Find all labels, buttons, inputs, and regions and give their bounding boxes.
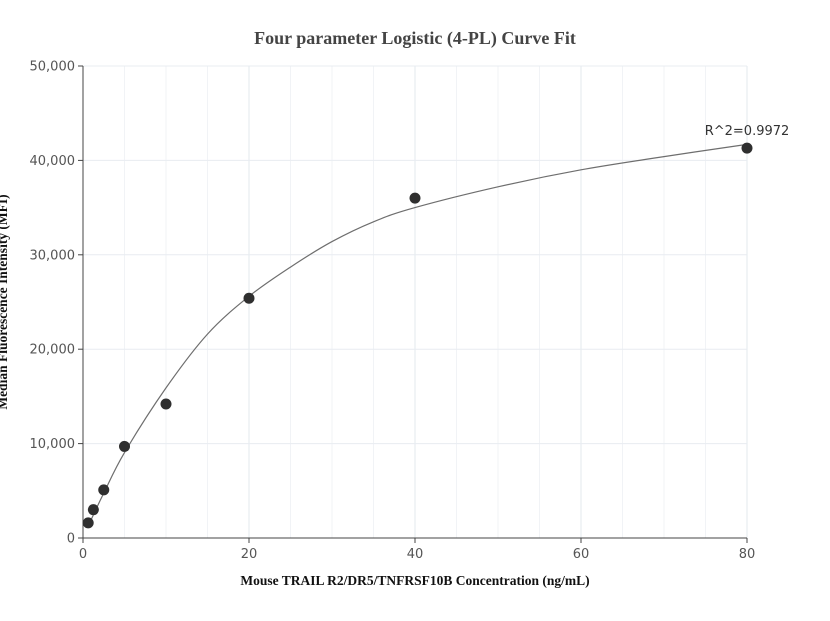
data-point [87,504,99,516]
data-point [409,192,421,204]
data-point [741,142,753,154]
fit-curve-group [87,143,748,527]
y-tick-label: 50,000 [30,60,76,75]
x-tick-label: 40 [407,547,424,562]
y-tick-label: 20,000 [30,343,76,358]
r-squared-annotation: R^2=0.9972 [705,124,790,139]
grid [82,65,748,539]
x-tick-label: 20 [241,547,258,562]
data-points [82,142,753,529]
x-tick-label: 80 [739,547,756,562]
axes: 0 10,000 20,000 30,000 40,000 50,000 0 20 40 60 80 [30,60,756,563]
y-tick-label: 10,000 [30,437,76,452]
y-tick-label: 0 [67,532,75,547]
data-point [119,440,130,452]
fit-curve-line [87,143,748,527]
y-tick-label: 30,000 [30,248,76,263]
x-tick-label: 60 [573,547,590,562]
x-axis-label: Mouse TRAIL R2/DR5/TNFRSF10B Concentrati… [240,573,589,588]
data-point [82,517,94,529]
chart-title: Four parameter Logistic (4-PL) Curve Fit [254,28,576,49]
x-tick-label: 0 [79,547,87,562]
data-point [243,292,255,304]
data-point [98,484,110,496]
data-point [160,398,172,410]
y-axis-label: Median Fluorescence Intensity (MFI) [0,194,10,409]
y-tick-label: 40,000 [30,154,76,169]
